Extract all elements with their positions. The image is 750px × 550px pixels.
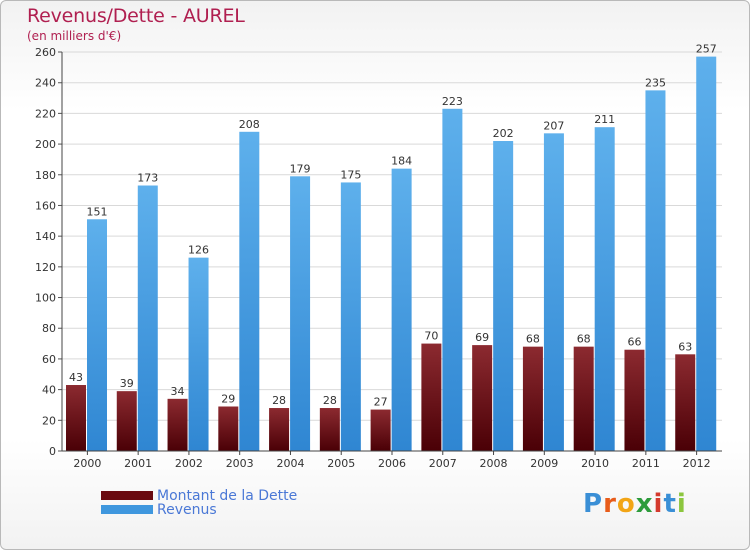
data-label-dette: 29: [221, 392, 235, 405]
logo-letter: r: [603, 489, 617, 519]
y-tick-label: 220: [35, 107, 56, 120]
y-tick-label: 260: [35, 46, 56, 59]
x-tick-label: 2012: [683, 457, 711, 470]
data-label-revenus: 235: [645, 76, 666, 89]
y-tick-label: 80: [42, 322, 56, 335]
data-label-revenus: 202: [493, 127, 514, 140]
logo-letter: P: [583, 489, 604, 519]
bar-dette: [573, 346, 594, 451]
data-label-revenus: 211: [594, 113, 615, 126]
data-label-dette: 28: [323, 394, 337, 407]
x-tick-label: 2000: [73, 457, 101, 470]
y-tick-label: 120: [35, 261, 56, 274]
data-label-dette: 43: [69, 371, 83, 384]
data-label-dette: 28: [272, 394, 286, 407]
logo-letter: i: [653, 489, 664, 519]
data-label-dette: 66: [627, 336, 641, 349]
bar-revenus: [188, 257, 209, 451]
data-label-revenus: 223: [442, 95, 463, 108]
bar-revenus: [645, 90, 666, 451]
data-label-dette: 27: [374, 396, 388, 409]
bar-revenus: [696, 56, 717, 451]
data-label-dette: 68: [577, 333, 591, 346]
x-tick-label: 2003: [226, 457, 254, 470]
legend-swatch-revenus: [101, 505, 153, 514]
bar-layer: 43 151 39 173 34 126 29 208 28 179 28 175 27 184 70 223…: [66, 43, 717, 452]
bar-revenus: [137, 185, 158, 451]
x-tick-label: 2008: [480, 457, 508, 470]
bar-dette: [624, 349, 645, 451]
bar-revenus: [442, 108, 463, 452]
logo-letter: t: [663, 489, 677, 519]
y-tick-label: 40: [42, 384, 56, 397]
x-tick-label: 2011: [632, 457, 660, 470]
data-label-revenus: 184: [391, 155, 412, 168]
bar-dette: [66, 385, 86, 451]
bar-dette: [319, 408, 340, 451]
data-label-dette: 69: [475, 331, 489, 344]
y-tick-label: 100: [35, 292, 56, 305]
y-tick-label: 20: [42, 414, 56, 427]
bar-revenus: [290, 176, 311, 452]
chart-subtitle: (en milliers d'€): [27, 29, 122, 43]
data-label-revenus: 126: [188, 244, 209, 257]
y-tick-label: 160: [35, 199, 56, 212]
x-tick-label: 2009: [530, 457, 558, 470]
bar-revenus: [493, 141, 514, 451]
chart-title: Revenus/Dette - AUREL: [27, 5, 245, 27]
bar-dette: [116, 391, 137, 451]
data-label-dette: 39: [120, 377, 134, 390]
bar-dette: [675, 354, 696, 451]
x-tick-label: 2001: [124, 457, 152, 470]
bar-revenus: [239, 131, 260, 452]
data-label-dette: 63: [678, 340, 692, 353]
y-tick-label: 240: [35, 77, 56, 90]
data-label-revenus: 151: [87, 205, 108, 218]
data-label-revenus: 173: [137, 172, 158, 185]
x-tick-label: 2006: [378, 457, 406, 470]
logo-letter: o: [616, 489, 636, 519]
legend-label-revenus: Revenus: [157, 502, 217, 518]
bar-revenus: [87, 219, 107, 451]
data-label-dette: 34: [171, 385, 185, 398]
bar-dette: [269, 408, 290, 451]
y-tick-label: 140: [35, 230, 56, 243]
legend-label-dette: Montant de la Dette: [157, 488, 298, 504]
data-label-revenus: 175: [340, 168, 361, 181]
bar-revenus: [594, 127, 615, 451]
y-tick-label: 60: [42, 353, 56, 366]
data-label-revenus: 257: [696, 43, 717, 56]
x-tick-label: 2005: [327, 457, 355, 470]
y-tick-label: 0: [49, 445, 56, 458]
bar-dette: [421, 343, 442, 451]
axis-layer: 0 20 40 60 80 100 120 140 160 180 200 220 240 260 2000…: [35, 46, 722, 470]
bar-dette: [370, 409, 391, 451]
data-label-revenus: 208: [239, 118, 260, 131]
y-tick-label: 200: [35, 138, 56, 151]
data-label-revenus: 207: [543, 119, 564, 132]
logo-letter: i: [676, 489, 687, 519]
bar-revenus: [543, 133, 564, 452]
x-tick-label: 2007: [429, 457, 457, 470]
data-label-revenus: 179: [290, 162, 311, 175]
logo-letter: x: [635, 489, 654, 519]
proxiti-logo: Proxiti: [583, 489, 687, 519]
bar-dette: [472, 345, 493, 451]
legend-swatch-dette: [101, 491, 153, 500]
bar-dette: [522, 346, 543, 451]
bar-revenus: [340, 182, 361, 451]
bar-dette: [167, 398, 188, 451]
x-tick-label: 2004: [276, 457, 304, 470]
x-tick-label: 2002: [175, 457, 203, 470]
data-label-dette: 68: [526, 333, 540, 346]
y-tick-label: 180: [35, 169, 56, 182]
bar-dette: [218, 406, 239, 451]
x-tick-label: 2010: [581, 457, 609, 470]
data-label-dette: 70: [424, 330, 438, 343]
bar-revenus: [391, 168, 412, 451]
